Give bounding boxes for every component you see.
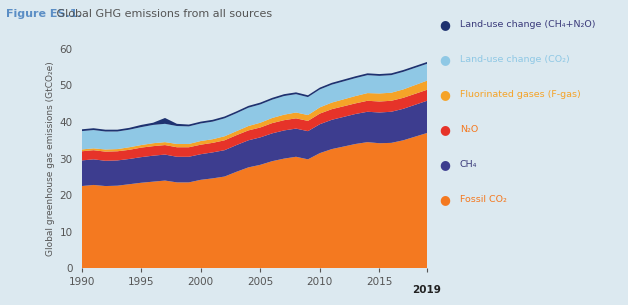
Text: Land-use change (CO₂): Land-use change (CO₂) bbox=[460, 55, 570, 64]
Text: ●: ● bbox=[440, 53, 450, 66]
Text: 2019: 2019 bbox=[413, 285, 441, 295]
Text: ●: ● bbox=[440, 18, 450, 31]
Text: ●: ● bbox=[440, 88, 450, 101]
Text: Fluorinated gases (F-gas): Fluorinated gases (F-gas) bbox=[460, 90, 580, 99]
Y-axis label: Global greenhouse gas emissions (GtCO₂e): Global greenhouse gas emissions (GtCO₂e) bbox=[46, 61, 55, 256]
Text: N₂O: N₂O bbox=[460, 125, 478, 134]
Text: Fossil CO₂: Fossil CO₂ bbox=[460, 195, 507, 204]
Text: CH₄: CH₄ bbox=[460, 160, 477, 169]
Text: ●: ● bbox=[440, 158, 450, 171]
Text: Global GHG emissions from all sources: Global GHG emissions from all sources bbox=[53, 9, 273, 19]
Text: ●: ● bbox=[440, 123, 450, 136]
Text: Land-use change (CH₄+N₂O): Land-use change (CH₄+N₂O) bbox=[460, 20, 595, 29]
Text: Figure ES.1.: Figure ES.1. bbox=[6, 9, 82, 19]
Text: ●: ● bbox=[440, 193, 450, 206]
